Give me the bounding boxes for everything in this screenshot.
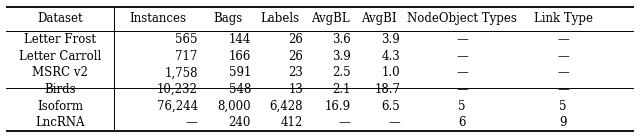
Text: 144: 144 (228, 33, 251, 46)
Text: 565: 565 (175, 33, 198, 46)
Text: —: — (456, 83, 468, 96)
Text: 548: 548 (228, 83, 251, 96)
Text: AvgBL: AvgBL (311, 12, 349, 26)
Text: 5: 5 (559, 100, 567, 113)
Text: 26: 26 (288, 33, 303, 46)
Text: 3.9: 3.9 (381, 33, 400, 46)
Text: MSRC v2: MSRC v2 (33, 66, 88, 79)
Text: Letter Frost: Letter Frost (24, 33, 97, 46)
Text: 717: 717 (175, 50, 198, 63)
Text: Labels: Labels (260, 12, 300, 26)
Text: Birds: Birds (45, 83, 76, 96)
Text: 13: 13 (288, 83, 303, 96)
Text: 3.6: 3.6 (332, 33, 351, 46)
Text: 76,244: 76,244 (157, 100, 198, 113)
Text: 26: 26 (288, 50, 303, 63)
Text: —: — (557, 83, 569, 96)
Text: 2.5: 2.5 (332, 66, 351, 79)
Text: 18.7: 18.7 (374, 83, 400, 96)
Text: Isoform: Isoform (37, 100, 83, 113)
Text: 10,232: 10,232 (157, 83, 198, 96)
Text: Dataset: Dataset (38, 12, 83, 26)
Text: Link Type: Link Type (534, 12, 593, 26)
Text: Letter Carroll: Letter Carroll (19, 50, 102, 63)
Text: —: — (557, 50, 569, 63)
Text: —: — (456, 66, 468, 79)
Text: 166: 166 (228, 50, 251, 63)
Text: 9: 9 (559, 116, 567, 129)
Text: 1,758: 1,758 (164, 66, 198, 79)
Text: 591: 591 (228, 66, 251, 79)
Text: 412: 412 (281, 116, 303, 129)
Text: —: — (388, 116, 400, 129)
Text: 6.5: 6.5 (381, 100, 400, 113)
Text: —: — (557, 66, 569, 79)
Text: 4.3: 4.3 (381, 50, 400, 63)
Text: —: — (186, 116, 198, 129)
Text: AvgBI: AvgBI (361, 12, 396, 26)
Text: 16.9: 16.9 (324, 100, 351, 113)
Text: 1.0: 1.0 (381, 66, 400, 79)
Text: —: — (456, 50, 468, 63)
Text: Bags: Bags (213, 12, 242, 26)
Text: Instances: Instances (129, 12, 186, 26)
Text: LncRNA: LncRNA (36, 116, 85, 129)
Text: —: — (557, 33, 569, 46)
Text: NodeObject Types: NodeObject Types (407, 12, 517, 26)
Text: 240: 240 (228, 116, 251, 129)
Text: —: — (339, 116, 351, 129)
Text: 23: 23 (288, 66, 303, 79)
Text: 5: 5 (458, 100, 466, 113)
Text: 3.9: 3.9 (332, 50, 351, 63)
Text: 6,428: 6,428 (269, 100, 303, 113)
Text: 2.1: 2.1 (332, 83, 351, 96)
Text: —: — (456, 33, 468, 46)
Text: 6: 6 (458, 116, 466, 129)
Text: 8,000: 8,000 (218, 100, 251, 113)
